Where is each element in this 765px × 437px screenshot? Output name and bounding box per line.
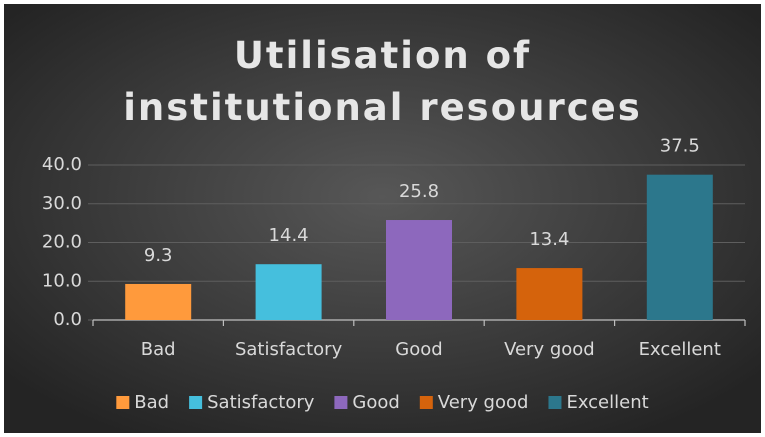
legend-label: Bad bbox=[134, 392, 169, 413]
x-tick-label: Very good bbox=[504, 339, 595, 360]
legend-label: Excellent bbox=[566, 392, 648, 413]
data-label: 9.3 bbox=[144, 245, 173, 266]
bar bbox=[646, 174, 713, 320]
bar bbox=[386, 220, 452, 320]
legend-swatch bbox=[419, 396, 433, 409]
bar bbox=[255, 264, 322, 320]
legend-label: Satisfactory bbox=[207, 392, 315, 413]
legend-swatch bbox=[334, 396, 348, 409]
data-label: 25.8 bbox=[399, 181, 439, 202]
y-tick-label: 40.0 bbox=[42, 154, 82, 175]
x-tick-label: Excellent bbox=[639, 339, 721, 360]
y-tick-label: 0.0 bbox=[53, 309, 82, 330]
legend-swatch bbox=[548, 396, 562, 409]
chart-title: Utilisation of institutional resources bbox=[123, 34, 642, 129]
bar bbox=[125, 283, 192, 320]
y-tick-label: 20.0 bbox=[42, 232, 82, 253]
bar bbox=[516, 268, 583, 320]
legend-label: Good bbox=[352, 392, 399, 413]
legend-label: Very good bbox=[438, 392, 529, 413]
legend-swatch bbox=[116, 396, 130, 409]
y-tick-label: 10.0 bbox=[42, 270, 82, 291]
y-tick-label: 30.0 bbox=[42, 193, 82, 214]
data-label: 14.4 bbox=[269, 225, 309, 246]
legend-swatch bbox=[189, 396, 203, 409]
x-tick-label: Good bbox=[395, 339, 442, 360]
chart-background bbox=[4, 4, 761, 433]
x-tick-label: Satisfactory bbox=[235, 339, 343, 360]
x-tick-label: Bad bbox=[141, 339, 176, 360]
data-label: 13.4 bbox=[529, 229, 569, 250]
data-label: 37.5 bbox=[660, 136, 700, 157]
